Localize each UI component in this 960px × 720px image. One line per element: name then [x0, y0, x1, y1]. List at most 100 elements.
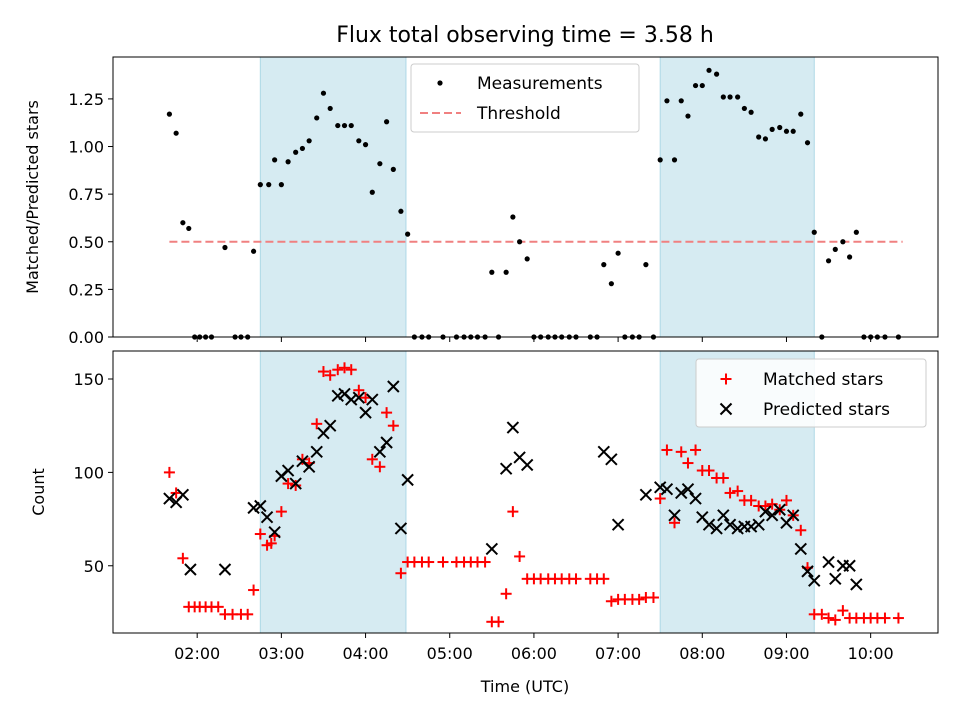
- measurement-point: [741, 105, 747, 112]
- cross-b: [373, 445, 387, 459]
- predicted-point: [605, 453, 618, 466]
- predicted-point: [765, 509, 779, 522]
- bottom-x-ticks: 02:00 03:00 04:00 05:00 06:00 07:00 08:00 09:00…: [174, 633, 894, 663]
- cross-b: [639, 488, 653, 502]
- measurement-point: [847, 254, 853, 260]
- y-tick-label: 0.50: [68, 233, 104, 252]
- measurement-point: [173, 130, 179, 136]
- measurement-point: [299, 145, 306, 152]
- predicted-point: [668, 509, 681, 522]
- predicted-point: [302, 460, 316, 473]
- predicted-point: [794, 542, 807, 556]
- bottom-y-axis-label: Count: [29, 468, 48, 516]
- cross-b: [681, 482, 695, 496]
- matched-point: [242, 608, 254, 620]
- x-tick-label: 10:00: [848, 644, 894, 663]
- predicted-point: [752, 518, 765, 531]
- predicted-point: [260, 511, 274, 524]
- cross-b: [829, 572, 842, 586]
- matched-point: [654, 493, 666, 505]
- matched-point: [823, 612, 835, 624]
- cross-b: [485, 542, 499, 556]
- predicted-point: [801, 565, 814, 578]
- matched-point: [892, 612, 904, 624]
- measurement-point: [756, 134, 762, 140]
- shaded-interval: [259, 56, 407, 338]
- predicted-point: [352, 391, 366, 404]
- legend-matched-label: Matched stars: [763, 370, 883, 390]
- measurement-point: [398, 208, 404, 214]
- predicted-point: [773, 503, 786, 516]
- cross-b: [499, 462, 513, 475]
- x-tick-label: 08:00: [679, 644, 725, 663]
- matched-point: [212, 601, 224, 613]
- matched-point: [254, 528, 266, 540]
- matched-point: [675, 446, 687, 458]
- cross-b: [310, 445, 323, 459]
- matched-point: [163, 466, 175, 478]
- cross-b: [513, 451, 526, 464]
- measurement-point: [348, 122, 354, 129]
- cross-b: [653, 481, 667, 494]
- matched-point: [423, 556, 435, 568]
- matched-point: [296, 453, 308, 465]
- measurement-point: [811, 229, 817, 235]
- predicted-point: [281, 464, 295, 477]
- matched-point: [311, 418, 323, 430]
- predicted-point: [520, 458, 534, 472]
- measurement-point: [735, 94, 741, 100]
- bottom-legend-box: [695, 358, 927, 428]
- matched-point: [605, 595, 617, 607]
- measurement-point: [798, 111, 804, 117]
- predicted-point: [717, 509, 730, 522]
- measurement-point: [853, 229, 859, 235]
- matched-point: [437, 556, 449, 568]
- cross-b: [254, 499, 267, 513]
- matched-point: [290, 479, 302, 491]
- predicted-point: [744, 520, 758, 533]
- predicted-point: [394, 522, 408, 535]
- measurement-point: [699, 82, 705, 89]
- cross-b: [506, 421, 520, 434]
- measurement-point: [832, 246, 838, 252]
- bottom-legend: Matched stars Predicted stars: [695, 358, 927, 428]
- matched-point: [732, 485, 744, 497]
- matched-point: [387, 420, 399, 432]
- bottom-y-ticks: 50 100 150: [73, 370, 113, 576]
- measurement-point: [250, 248, 257, 254]
- cross-b: [717, 509, 730, 522]
- matched-point: [633, 593, 645, 605]
- matched-point: [282, 478, 294, 490]
- legend-plus-marker: [720, 373, 732, 385]
- matched-point: [248, 584, 260, 596]
- measurement-point: [664, 98, 670, 104]
- matched-point: [795, 524, 807, 536]
- cross-b: [689, 492, 702, 505]
- predicted-point: [723, 518, 737, 531]
- measurement-point: [341, 122, 348, 129]
- cross-b: [268, 525, 281, 539]
- x-tick-label: 02:00: [174, 644, 220, 663]
- matched-point: [598, 573, 610, 585]
- measurement-point: [517, 239, 523, 245]
- cross-b: [773, 503, 786, 516]
- predicted-point: [681, 482, 695, 496]
- predicted-point: [843, 559, 856, 572]
- matched-point: [479, 556, 491, 568]
- predicted-point: [660, 482, 674, 496]
- top-y-axis-label: Matched/Predicted stars: [23, 100, 42, 294]
- y-tick-label: 50: [84, 557, 104, 576]
- measurement-point: [369, 189, 375, 195]
- measurement-point: [777, 124, 783, 131]
- measurement-point: [293, 149, 299, 155]
- cross-b: [359, 406, 372, 419]
- measurement-point: [706, 67, 712, 73]
- measurement-point: [405, 231, 411, 237]
- predicted-point: [829, 572, 842, 586]
- shaded-interval: [659, 56, 815, 338]
- measurement-point: [790, 128, 796, 134]
- cross-b: [323, 419, 337, 432]
- x-tick-label: 06:00: [511, 644, 557, 663]
- matched-point: [690, 444, 702, 456]
